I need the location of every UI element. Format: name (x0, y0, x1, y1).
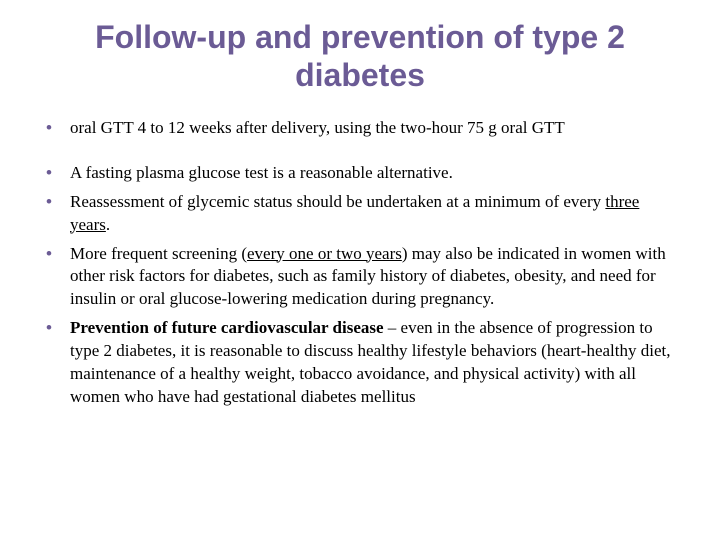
text-pre: More frequent screening ( (70, 244, 247, 263)
slide-title: Follow-up and prevention of type 2 diabe… (40, 18, 680, 95)
text-underline: every one or two years (247, 244, 402, 263)
list-item: More frequent screening (every one or tw… (40, 243, 680, 312)
text-bold: Prevention of future cardiovascular dise… (70, 318, 384, 337)
list-item: A fasting plasma glucose test is a reaso… (40, 162, 680, 185)
list-item: Reassessment of glycemic status should b… (40, 191, 680, 237)
list-item: oral GTT 4 to 12 weeks after delivery, u… (40, 117, 680, 140)
text-pre: Reassessment of glycemic status should b… (70, 192, 605, 211)
text-post: . (106, 215, 110, 234)
bullet-list: oral GTT 4 to 12 weeks after delivery, u… (40, 117, 680, 409)
list-item: Prevention of future cardiovascular dise… (40, 317, 680, 409)
